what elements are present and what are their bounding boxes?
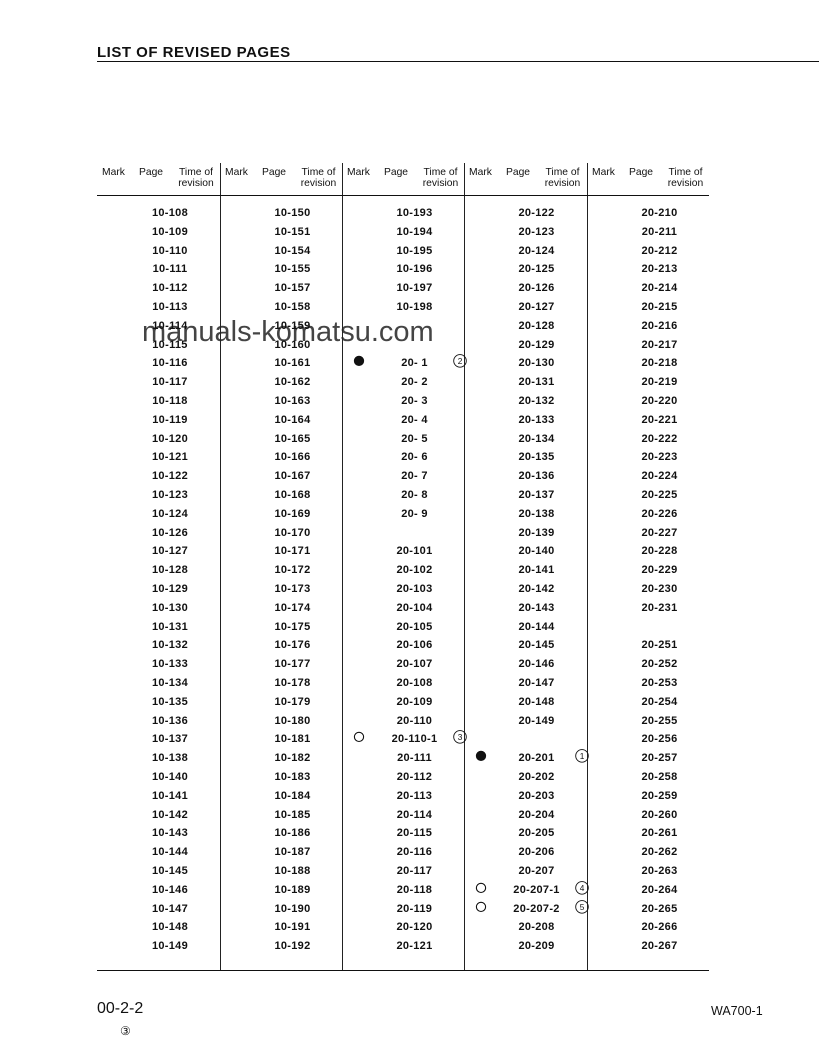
svg-text:5: 5 (580, 902, 585, 912)
svg-text:3: 3 (458, 732, 463, 742)
svg-text:2: 2 (458, 356, 463, 366)
svg-text:1: 1 (580, 751, 585, 761)
